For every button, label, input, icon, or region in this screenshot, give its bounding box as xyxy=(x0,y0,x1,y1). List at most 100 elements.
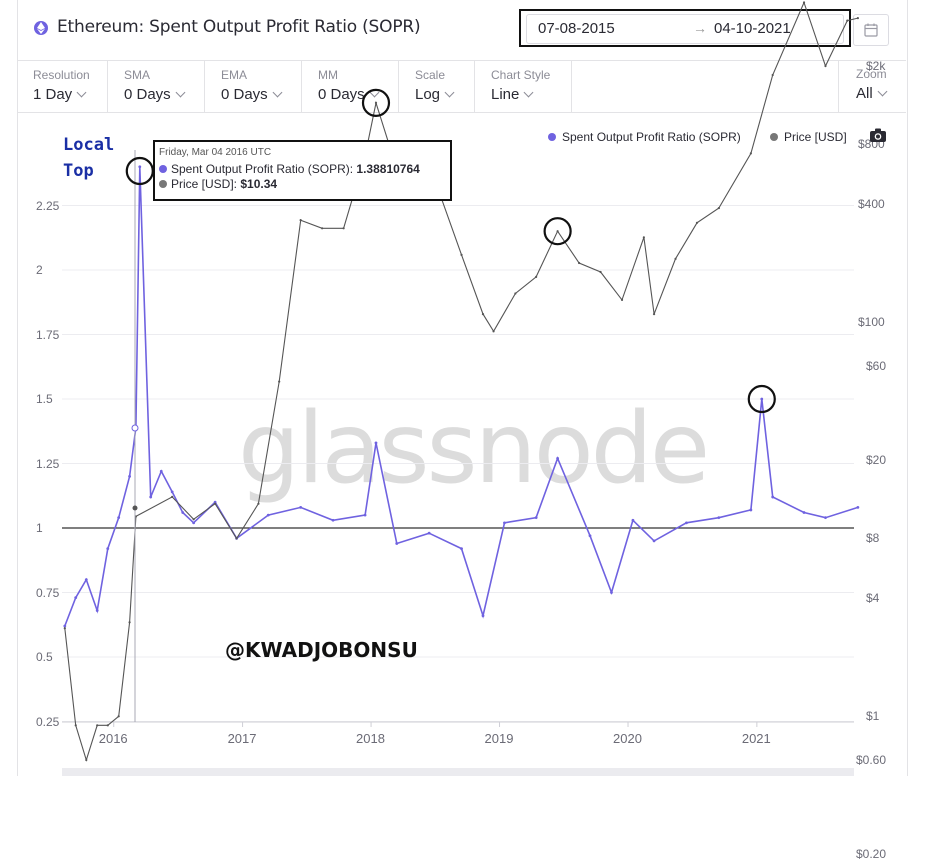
arrow-right-icon: → xyxy=(693,20,707,36)
price-point xyxy=(85,758,88,762)
right-axis-tick-label: $0.60 xyxy=(856,753,887,767)
legend-item-price[interactable]: Price [USD] xyxy=(770,130,847,144)
sopr-point xyxy=(771,495,775,499)
price-point xyxy=(128,621,131,624)
local-top-marker xyxy=(361,88,391,117)
price-point xyxy=(278,380,281,383)
local-top-markers xyxy=(125,88,776,414)
sopr-point xyxy=(192,521,196,525)
resolution-value: 1 Day xyxy=(33,86,73,103)
price-point xyxy=(535,275,538,279)
price-point xyxy=(321,227,324,230)
date-range-highlight xyxy=(519,9,851,47)
price-point xyxy=(514,292,517,295)
x-axis-tick-label: 2020 xyxy=(613,731,642,746)
chart-style-select[interactable]: Chart Style Line xyxy=(475,61,572,112)
sopr-point xyxy=(266,513,270,517)
sopr-point xyxy=(717,516,721,520)
left-axis-tick-label: 2 xyxy=(36,263,43,277)
mm-select[interactable]: MM 0 Days xyxy=(302,61,399,112)
calendar-icon xyxy=(864,23,878,37)
sopr-series xyxy=(63,165,860,628)
sopr-point xyxy=(760,397,764,401)
date-to-input[interactable]: 04-10-2021 xyxy=(714,20,791,37)
sopr-point xyxy=(856,505,860,509)
price-point xyxy=(846,19,849,22)
local-top-marker xyxy=(747,384,776,414)
sma-value: 0 Days xyxy=(124,86,171,103)
price-point xyxy=(96,724,99,727)
price-point xyxy=(192,518,195,521)
sopr-point xyxy=(460,547,463,551)
chart-panel xyxy=(17,0,908,776)
sopr-point xyxy=(685,521,688,525)
left-axis-tick-label: 1.75 xyxy=(36,327,60,342)
sma-label: SMA xyxy=(124,68,151,82)
sopr-point xyxy=(95,609,99,612)
calendar-button[interactable] xyxy=(853,14,889,46)
tooltip-row-sopr: Spent Output Profit Ratio (SOPR): 1.3881… xyxy=(159,162,420,176)
price-point xyxy=(257,502,260,505)
x-axis-tick-label: 2016 xyxy=(98,731,128,746)
legend-item-sopr[interactable]: Spent Output Profit Ratio (SOPR) xyxy=(548,130,741,144)
sma-select[interactable]: SMA 0 Days xyxy=(108,61,205,112)
local-top-marker xyxy=(543,217,572,246)
price-point xyxy=(771,73,774,77)
tooltip-date: Friday, Mar 04 2016 UTC xyxy=(159,147,272,158)
sopr-point xyxy=(149,495,153,499)
tooltip-row-price: Price [USD]: $10.34 xyxy=(159,177,277,191)
zoom-label: Zoom xyxy=(856,67,887,81)
ema-label: EMA xyxy=(221,68,248,82)
x-axis-tick-label: 2018 xyxy=(356,731,385,746)
legend-label-price: Price [USD] xyxy=(784,130,847,144)
x-axis-tick-label: 2019 xyxy=(484,731,514,746)
x-axis-tick-label: 2017 xyxy=(227,731,257,746)
ema-select[interactable]: EMA 0 Days xyxy=(205,61,302,112)
sopr-point xyxy=(74,596,78,600)
sopr-point xyxy=(481,614,485,618)
left-axis-tick-label: 1.5 xyxy=(36,392,53,406)
sopr-chart[interactable] xyxy=(0,0,941,776)
tooltip-price-value: $10.34 xyxy=(240,177,278,191)
right-axis-tick-label: $2k xyxy=(866,59,886,73)
price-point xyxy=(856,17,859,20)
page-title: Ethereum: Spent Output Profit Ratio (SOP… xyxy=(57,17,421,37)
price-point xyxy=(63,627,66,630)
sopr-point xyxy=(503,521,506,525)
zoom-select[interactable]: Zoom All xyxy=(838,60,906,112)
scale-select[interactable]: Scale Log xyxy=(399,61,475,112)
price-point xyxy=(642,236,645,239)
price-point xyxy=(342,227,345,230)
sopr-point xyxy=(824,516,827,520)
navigator-bar[interactable] xyxy=(62,768,854,776)
price-point xyxy=(620,298,624,301)
resolution-select[interactable]: Resolution 1 Day xyxy=(17,61,108,112)
sopr-point xyxy=(802,511,806,514)
sopr-point xyxy=(631,518,635,522)
price-point xyxy=(749,152,752,155)
sopr-point xyxy=(363,513,367,517)
price-point xyxy=(824,64,827,68)
left-axis-tick-label: 1 xyxy=(36,521,43,535)
sopr-point xyxy=(170,490,174,494)
sopr-point xyxy=(106,547,110,551)
tooltip-dot-icon xyxy=(159,180,167,188)
right-axis-tick-label: $400 xyxy=(858,196,885,211)
sopr-point xyxy=(374,441,378,445)
date-from-input[interactable]: 07-08-2015 xyxy=(538,20,615,37)
price-point xyxy=(556,230,559,233)
sopr-point xyxy=(128,475,131,478)
price-line xyxy=(64,0,859,762)
sopr-point xyxy=(610,591,613,594)
sopr-point xyxy=(395,542,399,545)
price-point xyxy=(299,219,302,222)
mm-value: 0 Days xyxy=(318,86,365,103)
right-axis-tick-label: $60 xyxy=(866,359,887,373)
sopr-point xyxy=(534,516,538,520)
right-axis-tick-label: $1 xyxy=(866,709,880,724)
camera-icon[interactable] xyxy=(869,128,887,148)
right-axis-tick-label: $0.20 xyxy=(856,847,887,861)
chart-gridlines xyxy=(62,205,854,722)
price-point xyxy=(492,330,495,333)
price-point xyxy=(214,502,217,505)
